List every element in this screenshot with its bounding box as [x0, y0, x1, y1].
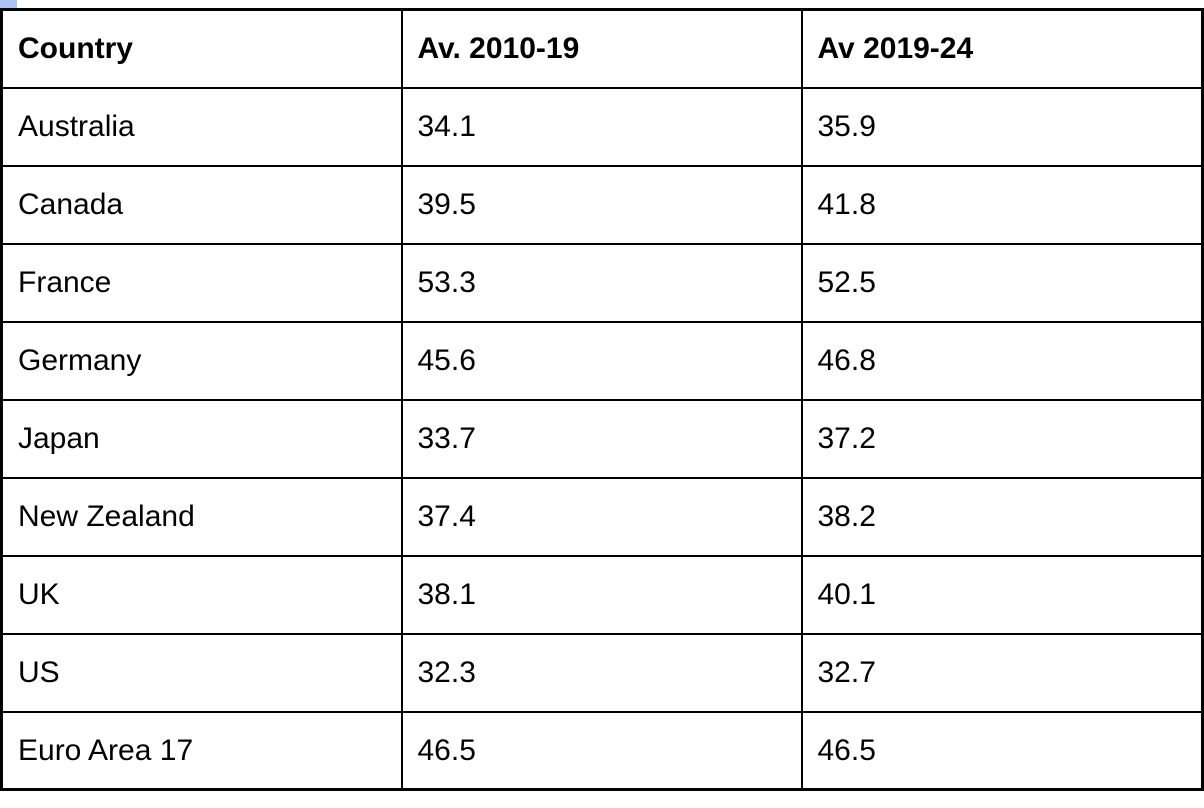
cell-country: Japan — [0, 398, 403, 479]
cell-avg-2010-19: 34.1 — [400, 86, 803, 167]
table-row: Australia 34.1 35.9 — [0, 86, 1204, 167]
cell-avg-2010-19: 46.5 — [400, 710, 803, 791]
column-header-avg-2010-19: Av. 2010-19 — [400, 8, 803, 89]
cell-avg-2010-19: 33.7 — [400, 398, 803, 479]
table-row: US 32.3 32.7 — [0, 632, 1204, 713]
table-row: France 53.3 52.5 — [0, 242, 1204, 323]
cell-avg-2019-24: 40.1 — [800, 554, 1204, 635]
table-row: Euro Area 17 46.5 46.5 — [0, 710, 1204, 791]
cell-avg-2010-19: 45.6 — [400, 320, 803, 401]
table-row: Canada 39.5 41.8 — [0, 164, 1204, 245]
column-header-country: Country — [0, 8, 403, 89]
cell-country: UK — [0, 554, 403, 635]
corner-accent-square — [0, 0, 17, 8]
cell-avg-2010-19: 39.5 — [400, 164, 803, 245]
cell-country: Australia — [0, 86, 403, 167]
column-header-avg-2019-24: Av 2019-24 — [800, 8, 1204, 89]
cell-country: Germany — [0, 320, 403, 401]
cell-country: France — [0, 242, 403, 323]
cell-avg-2019-24: 38.2 — [800, 476, 1204, 557]
cell-avg-2019-24: 52.5 — [800, 242, 1204, 323]
cell-avg-2019-24: 46.5 — [800, 710, 1204, 791]
cell-avg-2019-24: 35.9 — [800, 86, 1204, 167]
cell-avg-2010-19: 53.3 — [400, 242, 803, 323]
cell-country: Canada — [0, 164, 403, 245]
country-averages-table: Country Av. 2010-19 Av 2019-24 Australia… — [0, 8, 1204, 791]
header-row: Country Av. 2010-19 Av 2019-24 — [0, 8, 1204, 89]
cell-avg-2019-24: 41.8 — [800, 164, 1204, 245]
table-row: UK 38.1 40.1 — [0, 554, 1204, 635]
cell-avg-2010-19: 37.4 — [400, 476, 803, 557]
cell-country: US — [0, 632, 403, 713]
table-row: New Zealand 37.4 38.2 — [0, 476, 1204, 557]
cell-country: New Zealand — [0, 476, 403, 557]
cell-avg-2019-24: 46.8 — [800, 320, 1204, 401]
cell-avg-2019-24: 37.2 — [800, 398, 1204, 479]
cell-avg-2010-19: 32.3 — [400, 632, 803, 713]
cell-avg-2019-24: 32.7 — [800, 632, 1204, 713]
cell-country: Euro Area 17 — [0, 710, 403, 791]
cell-avg-2010-19: 38.1 — [400, 554, 803, 635]
table-row: Germany 45.6 46.8 — [0, 320, 1204, 401]
table-row: Japan 33.7 37.2 — [0, 398, 1204, 479]
